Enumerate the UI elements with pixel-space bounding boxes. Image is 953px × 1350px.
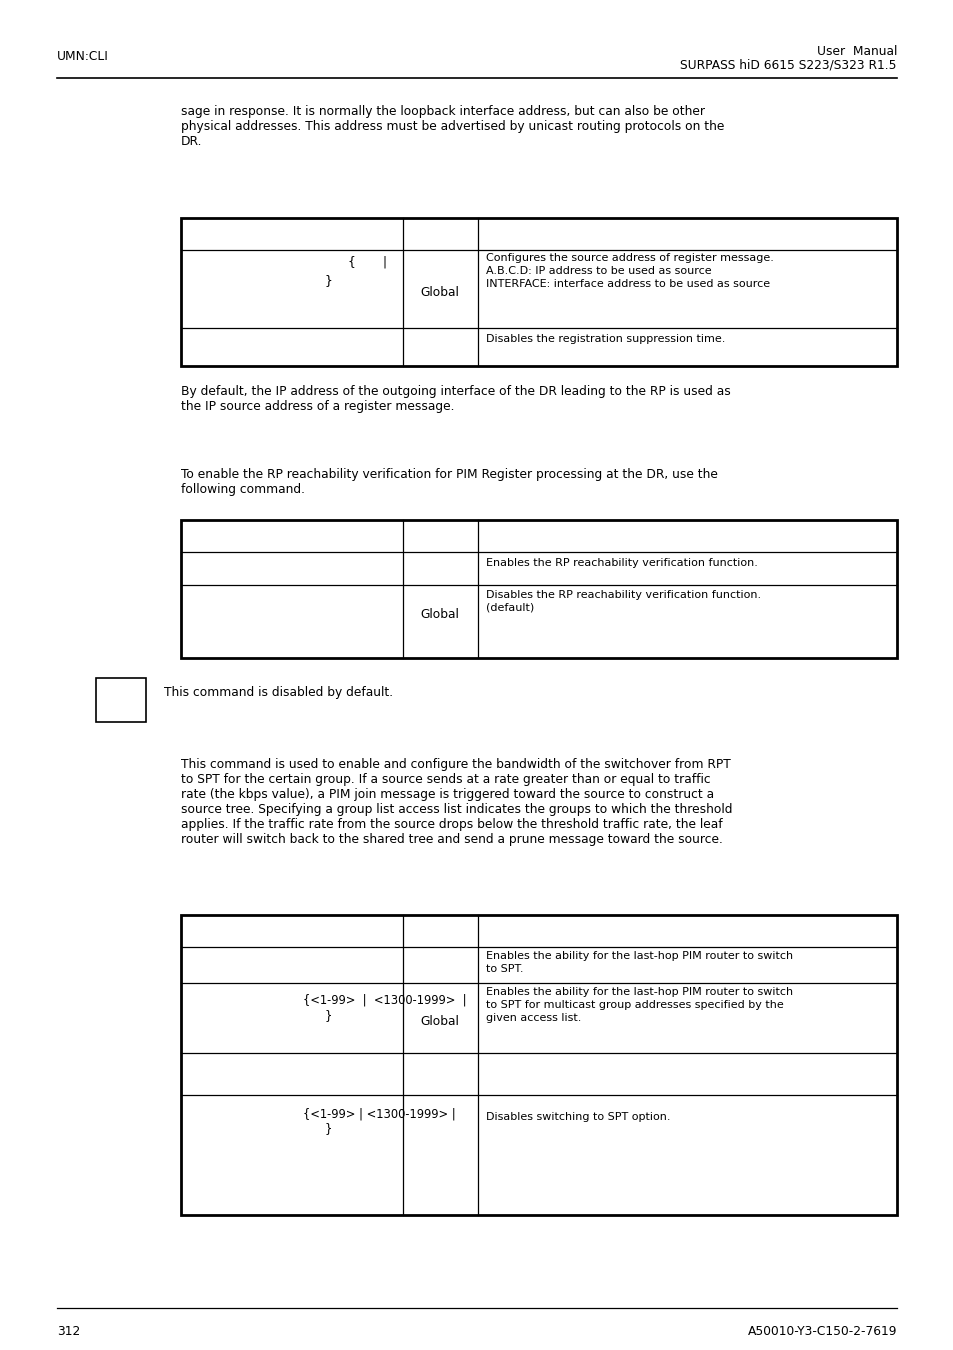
Text: Global: Global (420, 608, 459, 621)
Text: sage in response. It is normally the loopback interface address, but can also be: sage in response. It is normally the loo… (181, 105, 723, 148)
Text: {<1-99> | <1300-1999> |: {<1-99> | <1300-1999> | (303, 1107, 456, 1120)
Bar (181, 217, 896, 366)
Text: UMN:CLI: UMN:CLI (57, 50, 109, 63)
Text: A.B.C.D: IP address to be used as source: A.B.C.D: IP address to be used as source (485, 266, 711, 275)
Text: Enables the ability for the last-hop PIM router to switch: Enables the ability for the last-hop PIM… (485, 950, 792, 961)
Text: INTERFACE: interface address to be used as source: INTERFACE: interface address to be used … (485, 279, 769, 289)
Text: {<1-99>  |  <1300-1999>  |: {<1-99> | <1300-1999> | (303, 994, 466, 1006)
Text: Global: Global (420, 1015, 459, 1027)
Text: This command is disabled by default.: This command is disabled by default. (164, 686, 393, 699)
Text: }: } (325, 274, 333, 288)
Text: (default): (default) (485, 603, 534, 613)
Text: to SPT.: to SPT. (485, 964, 523, 973)
Text: }: } (325, 1122, 332, 1135)
Text: given access list.: given access list. (485, 1012, 580, 1023)
Text: By default, the IP address of the outgoing interface of the DR leading to the RP: By default, the IP address of the outgoi… (181, 385, 730, 413)
Bar (96, 678, 146, 722)
Text: Disables switching to SPT option.: Disables switching to SPT option. (485, 1112, 670, 1122)
Text: Global: Global (420, 286, 459, 298)
Text: User  Manual: User Manual (816, 45, 896, 58)
Text: To enable the RP reachability verification for PIM Register processing at the DR: To enable the RP reachability verificati… (181, 468, 717, 495)
Text: This command is used to enable and configure the bandwidth of the switchover fro: This command is used to enable and confi… (181, 757, 732, 846)
Bar (181, 520, 896, 657)
Text: Disables the RP reachability verification function.: Disables the RP reachability verificatio… (485, 590, 760, 599)
Text: to SPT for multicast group addresses specified by the: to SPT for multicast group addresses spe… (485, 1000, 783, 1010)
Text: Disables the registration suppression time.: Disables the registration suppression ti… (485, 333, 724, 344)
Text: Enables the RP reachability verification function.: Enables the RP reachability verification… (485, 558, 757, 568)
Text: Enables the ability for the last-hop PIM router to switch: Enables the ability for the last-hop PIM… (485, 987, 792, 998)
Text: SURPASS hiD 6615 S223/S323 R1.5: SURPASS hiD 6615 S223/S323 R1.5 (679, 59, 896, 72)
Text: {       |: { | (348, 256, 387, 269)
Text: }: } (325, 1008, 332, 1022)
Bar (181, 915, 896, 1215)
Text: 312: 312 (57, 1324, 80, 1338)
Text: Configures the source address of register message.: Configures the source address of registe… (485, 252, 773, 263)
Text: A50010-Y3-C150-2-7619: A50010-Y3-C150-2-7619 (747, 1324, 896, 1338)
